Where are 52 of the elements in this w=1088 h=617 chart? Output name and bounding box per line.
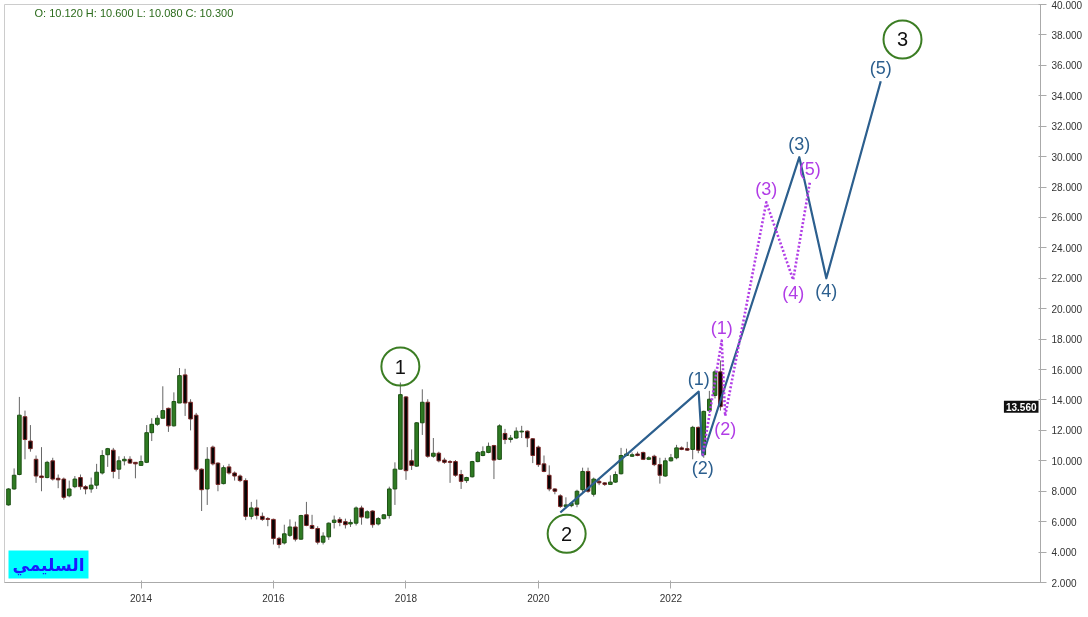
annotation: السليمي [12,554,85,576]
x-tick-label: 2016 [262,592,285,604]
annotation: 1 [394,355,406,378]
annotation: (3) [788,134,811,155]
candlestick [110,447,116,479]
y-tick-label: 14.000 [1051,394,1083,406]
candlestick [431,437,436,459]
candlestick [491,444,497,480]
y-tick-label: 26.000 [1051,212,1083,224]
y-tick-label: 8.000 [1051,486,1077,498]
annotation: (3) [755,179,778,200]
y-tick-label: 28.000 [1051,182,1083,194]
candlestick [696,426,701,454]
x-tick-label: 2018 [394,592,418,604]
annotation: 13.560 [1005,401,1037,413]
y-tick-label: 38.000 [1051,29,1083,41]
x-tick-label: 2022 [659,592,683,604]
candlestick [293,521,298,542]
annotation: 2 [561,522,573,545]
y-tick-label: 16.000 [1051,364,1083,376]
annotation: O: 10.120 H: 10.600 L: 10.080 C: 10.300 [34,6,234,19]
y-tick-label: 30.000 [1051,151,1083,163]
annotation: (1) [687,368,710,389]
y-tick-label: 10.000 [1051,455,1083,467]
y-tick-label: 36.000 [1051,60,1083,72]
annotation: (4) [782,282,805,303]
y-tick-label: 24.000 [1051,242,1083,254]
candlestick [359,505,364,526]
y-tick-label: 34.000 [1051,90,1083,102]
y-tick-label: 12.000 [1051,425,1083,437]
candlestick [166,407,171,433]
y-tick-label: 4.000 [1051,547,1077,559]
x-tick-label: 2020 [527,592,550,604]
y-tick-label: 22.000 [1051,273,1083,285]
candlestick [28,424,33,453]
y-tick-label: 40.000 [1051,0,1083,11]
candlestick [254,499,260,520]
annotation: 3 [896,28,909,51]
annotation: (5) [869,58,892,79]
y-tick-label: 20.000 [1051,303,1083,315]
candlestick [690,425,695,460]
y-tick-label: 6.000 [1051,516,1077,528]
y-tick-label: 32.000 [1051,121,1083,133]
annotation: (2) [691,458,714,479]
annotation: (2) [714,418,737,439]
line-series [559,80,882,514]
y-tick-label: 18.000 [1051,334,1083,346]
x-tick-label: 2014 [129,592,153,604]
annotation: (1) [710,317,733,338]
y-tick-label: 2.000 [1051,577,1077,589]
candlestick [580,467,585,493]
annotation: (4) [815,281,838,302]
